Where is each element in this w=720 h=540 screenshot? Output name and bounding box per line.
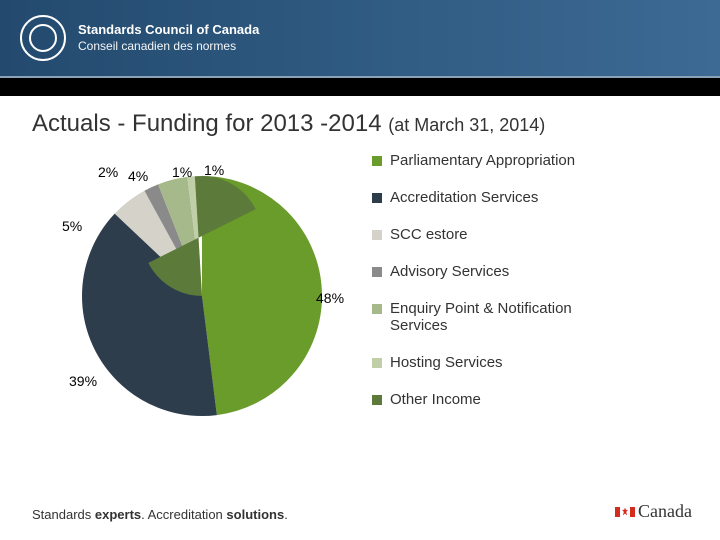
legend-label: Parliamentary Appropriation	[390, 152, 575, 169]
legend-label: Advisory Services	[390, 263, 509, 280]
legend-swatch-icon	[372, 358, 382, 368]
tagline: Standards experts. Accreditation solutio…	[32, 507, 288, 522]
pie-label-5: 1%	[172, 164, 192, 180]
org-name-en: Standards Council of Canada	[78, 22, 259, 38]
pie-label-2: 5%	[62, 218, 82, 234]
footer: Standards experts. Accreditation solutio…	[32, 501, 692, 522]
legend-swatch-icon	[372, 156, 382, 166]
title-sub: (at March 31, 2014)	[388, 115, 545, 135]
legend-item-2: SCC estore	[372, 226, 692, 243]
legend-item-0: Parliamentary Appropriation	[372, 152, 692, 169]
pie-label-6: 1%	[204, 162, 224, 178]
flag-icon	[615, 507, 635, 517]
logo-text: Standards Council of Canada Conseil cana…	[78, 22, 259, 53]
legend-label: Hosting Services	[390, 354, 503, 371]
legend-item-3: Advisory Services	[372, 263, 692, 280]
legend-label: Accreditation Services	[390, 189, 538, 206]
wordmark-text: Canada	[638, 501, 692, 522]
pie-label-3: 2%	[98, 164, 118, 180]
legend-swatch-icon	[372, 304, 382, 314]
legend-swatch-icon	[372, 395, 382, 405]
legend-item-6: Other Income	[372, 391, 692, 408]
pie-svg	[82, 176, 322, 416]
pie-label-1: 39%	[69, 373, 97, 389]
legend-item-1: Accreditation Services	[372, 189, 692, 206]
legend-swatch-icon	[372, 267, 382, 277]
legend-label: Enquiry Point & Notification Services	[390, 300, 590, 334]
header-divider	[0, 78, 720, 96]
content-area: Actuals - Funding for 2013 -2014 (at Mar…	[0, 96, 720, 434]
legend-item-4: Enquiry Point & Notification Services	[372, 300, 692, 334]
legend-swatch-icon	[372, 193, 382, 203]
page-title: Actuals - Funding for 2013 -2014 (at Mar…	[32, 110, 692, 138]
title-main: Actuals - Funding for 2013 -2014	[32, 110, 382, 137]
canada-wordmark: Canada	[615, 501, 692, 522]
pie-label-4: 4%	[128, 168, 148, 184]
legend-swatch-icon	[372, 230, 382, 240]
legend-item-5: Hosting Services	[372, 354, 692, 371]
chart-area: 48% 39% 5% 2% 4% 1% 1% Parliamentary Appropria…	[32, 148, 692, 434]
pie-label-0: 48%	[316, 290, 344, 306]
legend: Parliamentary Appropriation Accreditation…	[372, 152, 692, 428]
org-name-fr: Conseil canadien des normes	[78, 39, 259, 54]
scc-logo-icon	[20, 15, 66, 61]
pie-chart: 48%39%5%2%4%1%1%	[52, 154, 332, 434]
header-bar: Standards Council of Canada Conseil cana…	[0, 0, 720, 78]
legend-label: Other Income	[390, 391, 481, 408]
legend-label: SCC estore	[390, 226, 468, 243]
